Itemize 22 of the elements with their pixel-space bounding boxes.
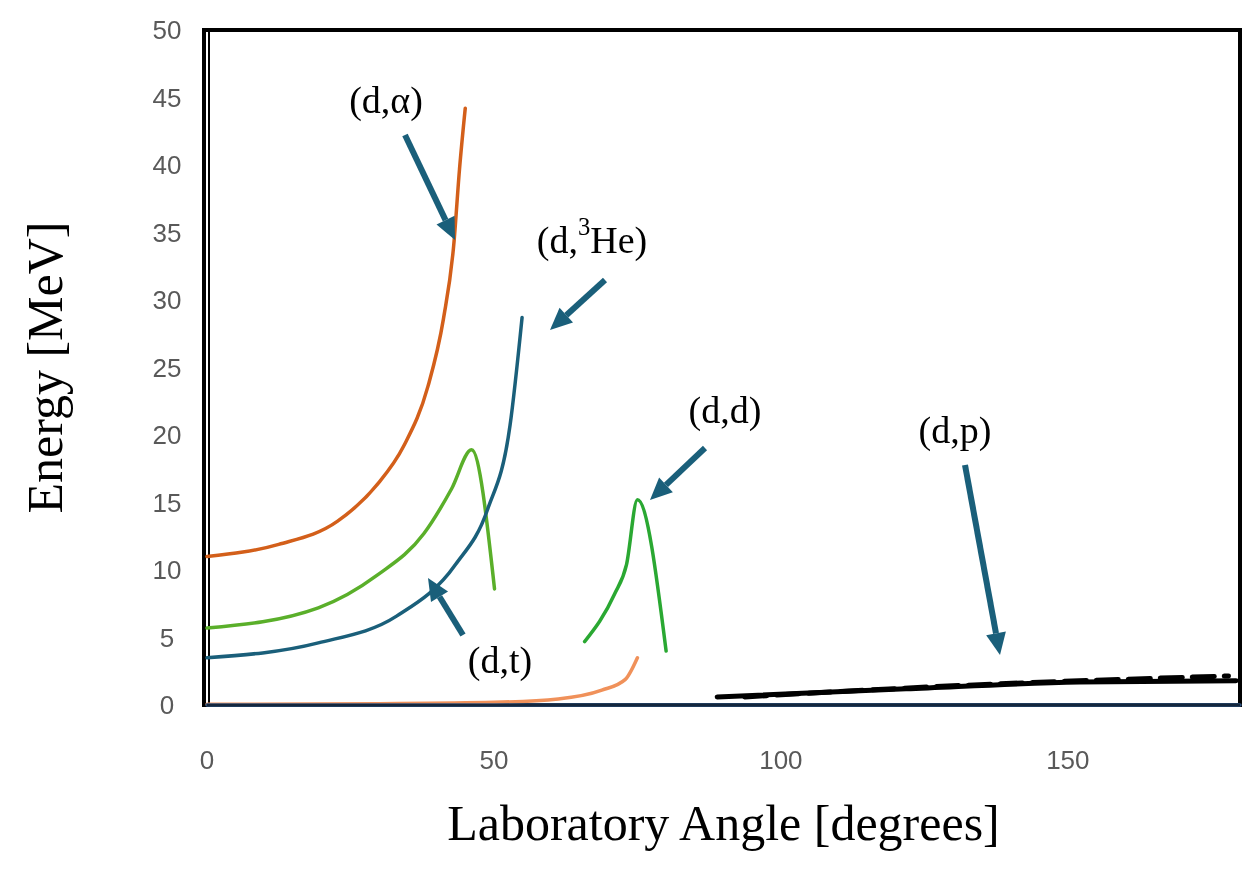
y-tick-label: 40 xyxy=(152,150,182,180)
x-axis-title: Laboratory Angle [degrees] xyxy=(447,795,1000,851)
x-tick-label: 100 xyxy=(759,745,803,775)
y-tick-label: 20 xyxy=(152,420,182,450)
x-tick-label: 50 xyxy=(479,745,509,775)
annotation: (d,d) xyxy=(688,389,762,432)
annotation: (d,α) xyxy=(349,79,423,122)
y-tick-label: 30 xyxy=(152,285,182,315)
annotation: (d,t) xyxy=(467,639,533,682)
annotation: (d,p) xyxy=(918,409,992,452)
y-tick-label: 50 xyxy=(152,15,182,45)
y-axis-title: Energy [MeV] xyxy=(17,221,73,514)
x-tick-label: 150 xyxy=(1046,745,1090,775)
y-tick-label: 35 xyxy=(152,217,182,248)
y-tick-label: 25 xyxy=(152,352,182,383)
annotation: (d,$^{3}$He) xyxy=(536,213,648,262)
y-tick-label: 5 xyxy=(159,622,175,653)
x-tick-label: 0 xyxy=(199,745,215,775)
y-tick-label: 45 xyxy=(152,82,182,113)
y-tick-label: 0 xyxy=(159,690,175,720)
y-tick-label: 10 xyxy=(152,555,182,585)
y-tick-label: 15 xyxy=(152,487,182,518)
